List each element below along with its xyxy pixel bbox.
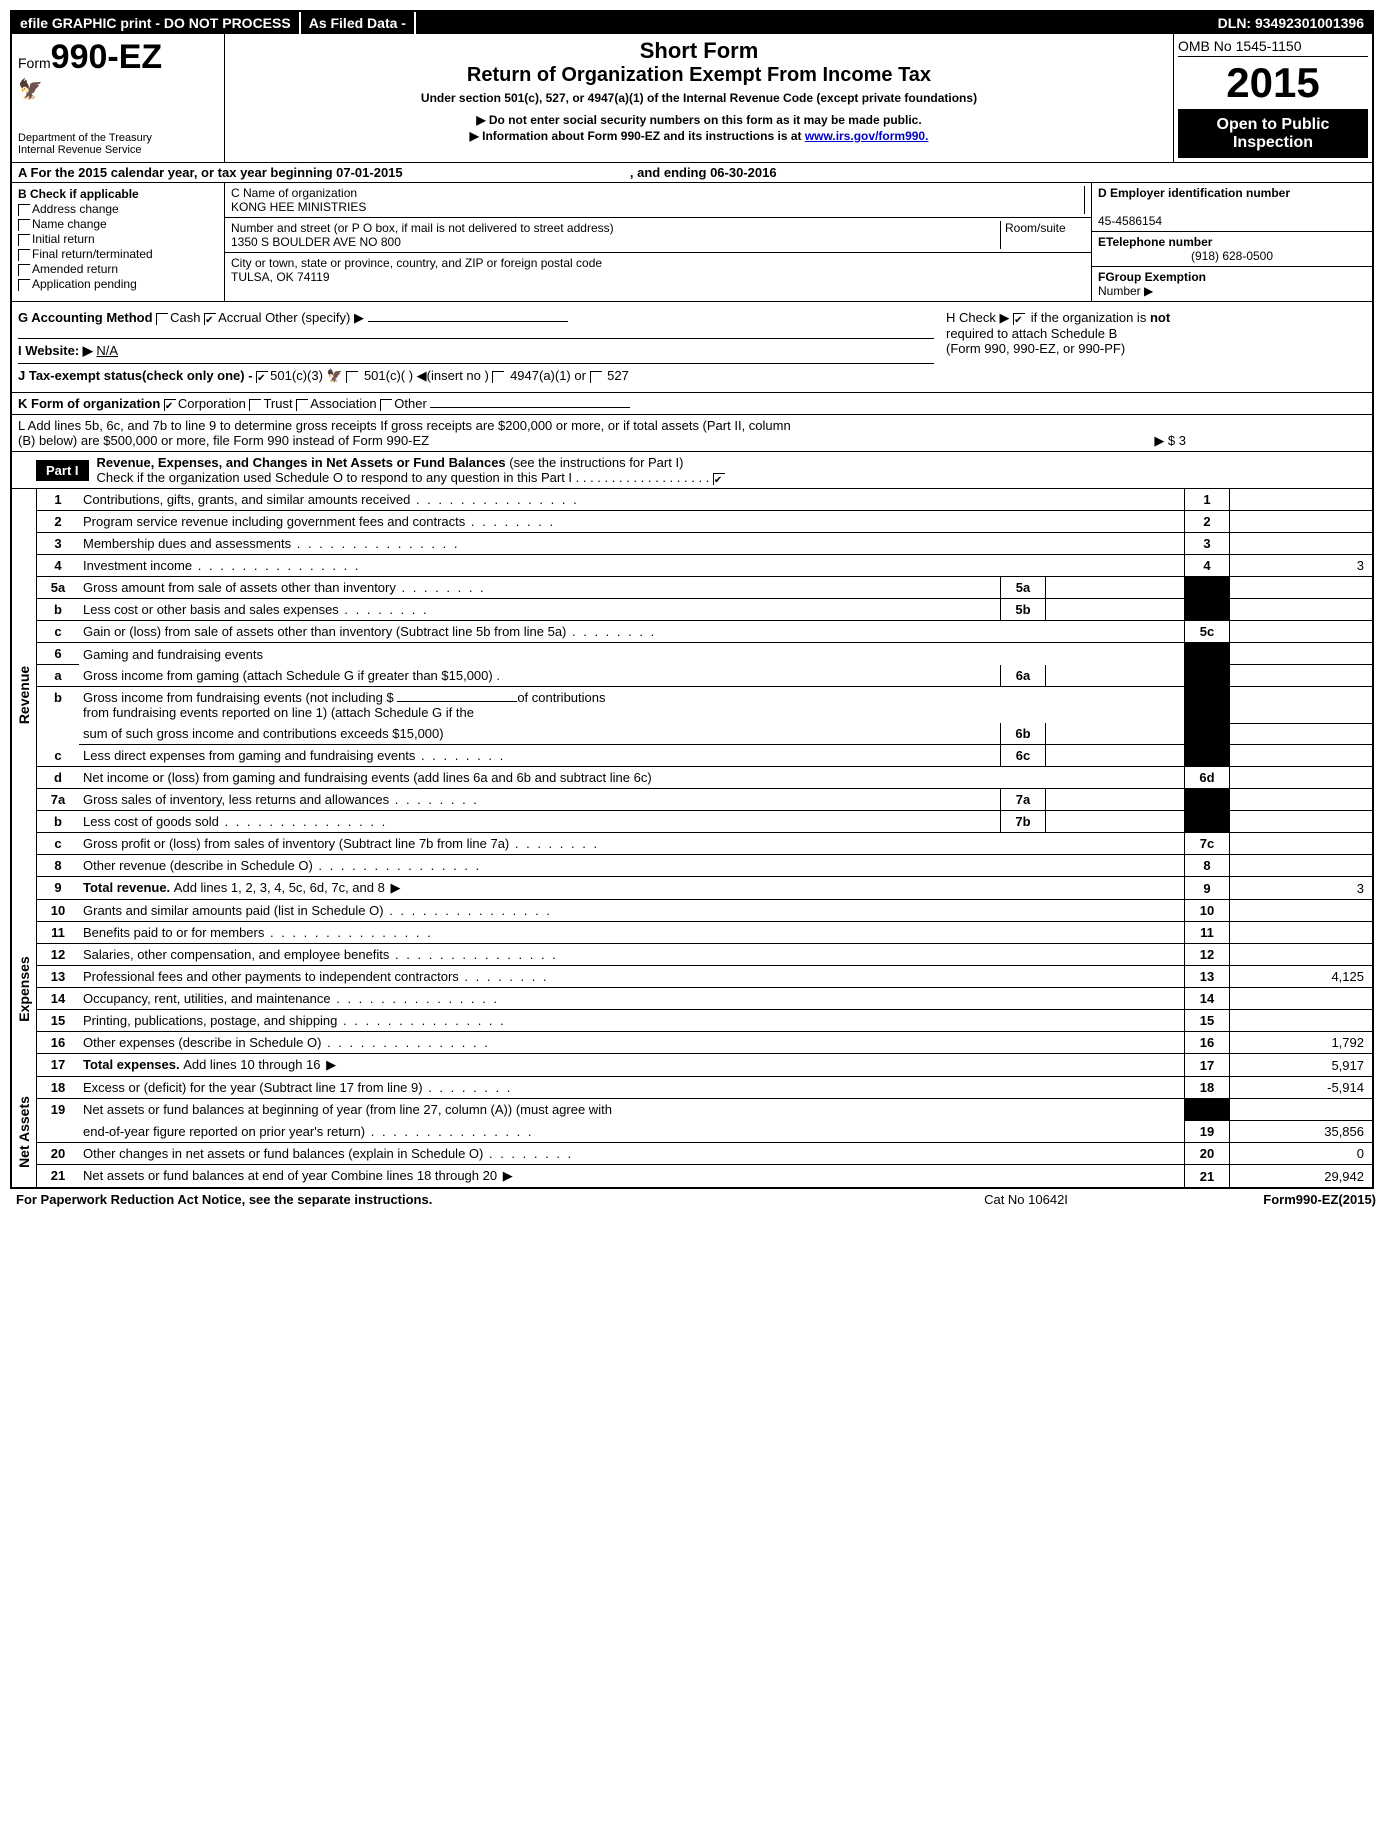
title-section: Under section 501(c), 527, or 4947(a)(1)… [235, 91, 1163, 105]
netassets-section: Net Assets 18Excess or (deficit) for the… [12, 1077, 1372, 1187]
line9-amt: 3 [1230, 877, 1373, 900]
section-b: B Check if applicable Address change Nam… [12, 183, 225, 301]
section-a: A For the 2015 calendar year, or tax yea… [12, 163, 1372, 183]
gross-receipts: ▶ $ 3 [1154, 433, 1366, 449]
section-l: L Add lines 5b, 6c, and 7b to line 9 to … [12, 415, 1372, 452]
footer-catno: Cat No 10642I [876, 1192, 1176, 1207]
bcd-row: B Check if applicable Address change Nam… [12, 183, 1372, 302]
dept-irs: Internal Revenue Service [18, 144, 218, 156]
expenses-section: Expenses 10Grants and similar amounts pa… [12, 900, 1372, 1077]
footer-formno: Form990-EZ(2015) [1176, 1192, 1376, 1207]
line4-amt: 3 [1230, 555, 1373, 577]
section-k: K Form of organization Corporation Trust… [12, 393, 1372, 415]
part1-tab: Part I [36, 460, 89, 481]
line18-amt: -5,914 [1230, 1077, 1373, 1099]
omb-number: OMB No 1545-1150 [1178, 38, 1368, 57]
dln-label: DLN: 93492301001396 [1210, 12, 1372, 34]
telephone: (918) 628-0500 [1098, 249, 1366, 263]
instr-info: ▶ Information about Form 990-EZ and its … [235, 129, 1163, 143]
revenue-section: Revenue 1Contributions, gifts, grants, a… [12, 489, 1372, 900]
side-revenue: Revenue [16, 665, 32, 723]
gh-row: G Accounting Method Cash Accrual Other (… [12, 302, 1372, 393]
top-bar: efile GRAPHIC print - DO NOT PROCESS As … [12, 12, 1372, 34]
form-container: efile GRAPHIC print - DO NOT PROCESS As … [10, 10, 1374, 1189]
side-expenses: Expenses [16, 956, 32, 1021]
footer-notice: For Paperwork Reduction Act Notice, see … [16, 1192, 876, 1207]
irs-link[interactable]: www.irs.gov/form990. [805, 129, 929, 143]
line19-amt: 35,856 [1230, 1120, 1373, 1142]
org-name: KONG HEE MINISTRIES [231, 200, 366, 214]
line20-amt: 0 [1230, 1142, 1373, 1164]
instr-ssn: ▶ Do not enter social security numbers o… [235, 113, 1163, 127]
ein: 45-4586154 [1098, 214, 1162, 228]
tax-year: 2015 [1178, 57, 1368, 110]
efile-label: efile GRAPHIC print - DO NOT PROCESS [12, 12, 301, 34]
org-city: TULSA, OK 74119 [231, 270, 330, 284]
line13-amt: 4,125 [1230, 966, 1373, 988]
title-return: Return of Organization Exempt From Incom… [235, 64, 1163, 87]
form-number: 990-EZ [51, 38, 163, 76]
website: N/A [96, 343, 118, 358]
part1-header: Part I Revenue, Expenses, and Changes in… [12, 452, 1372, 489]
section-g-i-j: G Accounting Method Cash Accrual Other (… [12, 302, 940, 392]
title-short-form: Short Form [235, 38, 1163, 64]
org-address: 1350 S BOULDER AVE NO 800 [231, 235, 401, 249]
eagle-icon: 🦅 [18, 77, 218, 102]
form-prefix: Form [18, 55, 51, 71]
line21-amt: 29,942 [1230, 1164, 1373, 1187]
dept-treasury: Department of the Treasury [18, 132, 218, 144]
header-center: Short Form Return of Organization Exempt… [225, 34, 1174, 162]
header-right: OMB No 1545-1150 2015 Open to Public Ins… [1174, 34, 1372, 162]
asfiled-label: As Filed Data - [301, 12, 416, 34]
line17-amt: 5,917 [1230, 1054, 1373, 1077]
header-left: Form990-EZ 🦅 Department of the Treasury … [12, 34, 225, 162]
open-public: Open to Public Inspection [1178, 110, 1368, 158]
side-netassets: Net Assets [16, 1096, 32, 1168]
section-h: H Check ▶ if the organization is not req… [940, 302, 1372, 392]
form-header: Form990-EZ 🦅 Department of the Treasury … [12, 34, 1372, 163]
section-c: C Name of organization KONG HEE MINISTRI… [225, 183, 1091, 301]
footer: For Paperwork Reduction Act Notice, see … [10, 1189, 1382, 1210]
line16-amt: 1,792 [1230, 1032, 1373, 1054]
section-def: D Employer identification number 45-4586… [1091, 183, 1372, 301]
